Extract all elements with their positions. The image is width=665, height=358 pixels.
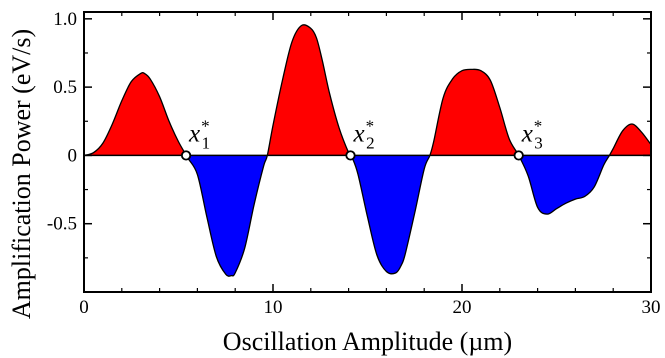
- root-label-superscript: *: [366, 116, 375, 135]
- root-label-subscript: 2: [366, 133, 375, 152]
- area-fills: [84, 24, 651, 277]
- root-label-base: x: [188, 120, 200, 147]
- x-axis-label: Oscillation Amplitude (µm): [223, 327, 512, 356]
- series-line: [84, 24, 651, 277]
- x-tick-label: 10: [264, 297, 283, 318]
- plot-frame: [83, 11, 652, 293]
- root-marker: [180, 150, 192, 161]
- x-tick-label: 0: [79, 297, 89, 318]
- root-label-base: x: [521, 120, 533, 147]
- y-axis-label: Amplification Power (eV/s): [7, 29, 36, 319]
- root-label-subscript: 3: [534, 133, 543, 152]
- root-marker: [513, 150, 524, 161]
- negative-area: [186, 155, 610, 277]
- x-tick-label: 20: [453, 297, 472, 318]
- y-tick-label: 0: [68, 145, 78, 166]
- x-tick-label: 30: [642, 297, 661, 318]
- root-label: x* 2: [352, 116, 374, 152]
- root-label: x* 3: [521, 116, 543, 152]
- root-markers: [180, 150, 524, 161]
- root-marker: [345, 150, 356, 161]
- y-tick-label: 1.0: [53, 9, 77, 30]
- curve-layer: [84, 24, 651, 277]
- root-label-superscript: *: [534, 116, 543, 135]
- root-label-base: x: [352, 120, 364, 147]
- y-tick-label: 0.5: [53, 77, 77, 98]
- root-label-subscript: 1: [202, 133, 211, 152]
- root-label: x* 1: [188, 116, 210, 152]
- root-annotations: x* 1 x* 2 x* 3: [188, 116, 543, 152]
- tick-labels: 0 10 20 30 1.0 0.5 0 -0.5: [47, 9, 661, 318]
- root-label-superscript: *: [201, 116, 210, 135]
- axis-ticks: [83, 12, 652, 292]
- positive-area: [84, 24, 651, 156]
- y-tick-label: -0.5: [47, 214, 77, 235]
